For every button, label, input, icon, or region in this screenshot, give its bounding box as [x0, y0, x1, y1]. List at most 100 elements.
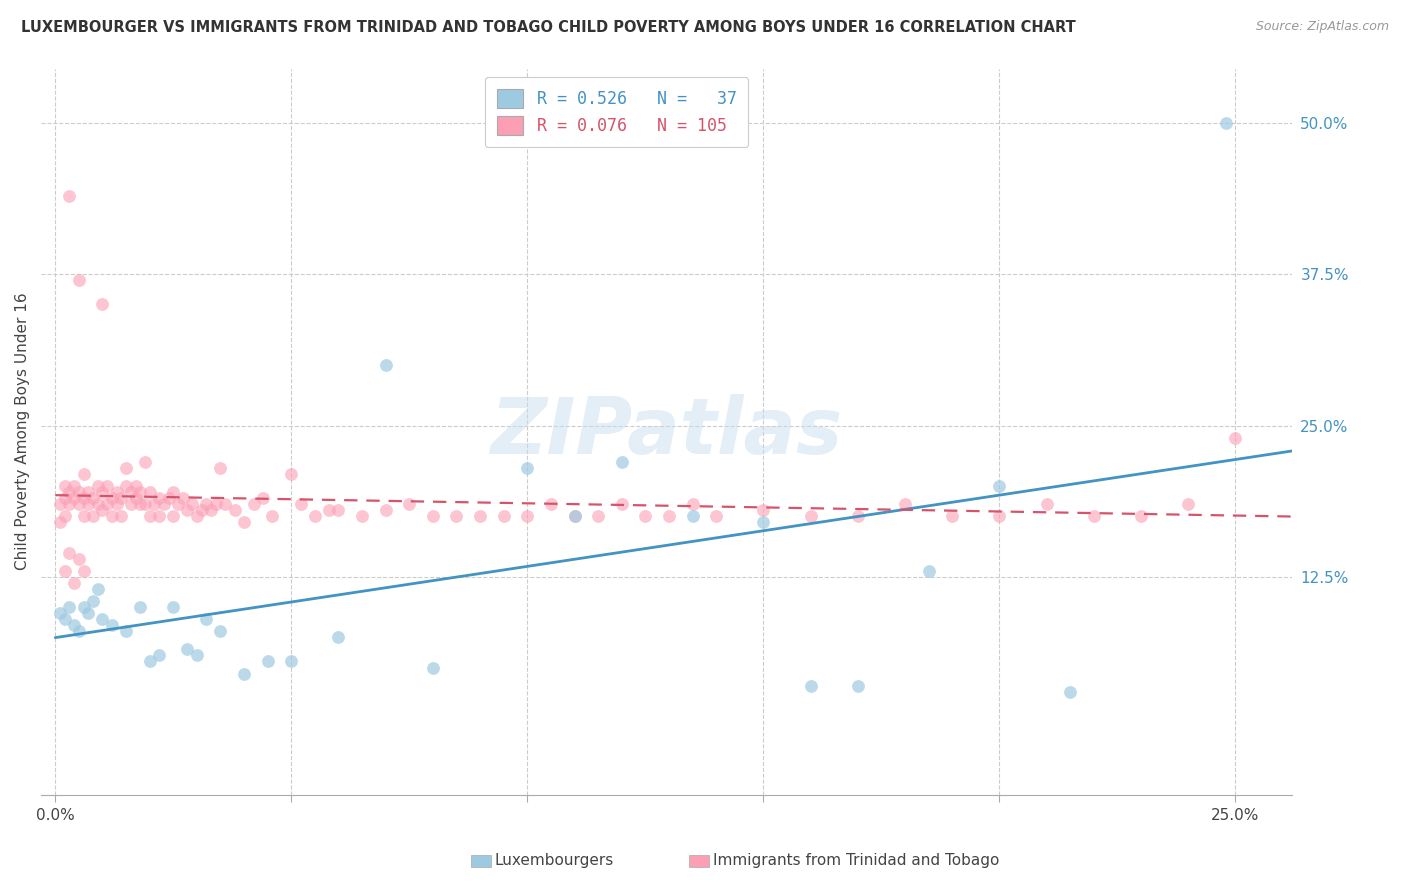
Point: [167, 497, 190, 511]
Text: LUXEMBOURGER VS IMMIGRANTS FROM TRINIDAD AND TOBAGO CHILD POVERTY AMONG BOYS UND: LUXEMBOURGER VS IMMIGRANTS FROM TRINIDAD…: [21, 20, 1076, 35]
Point: [516, 509, 538, 524]
Point: [374, 358, 396, 372]
Point: [53, 564, 76, 578]
Point: [682, 509, 704, 524]
Point: [280, 655, 302, 669]
Point: [82, 509, 104, 524]
Point: [398, 497, 420, 511]
Point: [77, 497, 100, 511]
Point: [63, 479, 86, 493]
Point: [49, 606, 72, 620]
Point: [157, 491, 180, 505]
Point: [129, 497, 152, 511]
Point: [280, 467, 302, 481]
Point: [148, 648, 170, 663]
Point: [1059, 684, 1081, 698]
Text: Source: ZipAtlas.com: Source: ZipAtlas.com: [1256, 20, 1389, 33]
Point: [610, 497, 633, 511]
Point: [72, 509, 94, 524]
Point: [516, 461, 538, 475]
Point: [87, 497, 110, 511]
Point: [752, 503, 775, 517]
Point: [101, 491, 124, 505]
Point: [233, 666, 256, 681]
Point: [67, 624, 90, 639]
Point: [67, 551, 90, 566]
Point: [120, 497, 142, 511]
Point: [422, 660, 444, 674]
Point: [105, 497, 128, 511]
Point: [162, 485, 184, 500]
Point: [96, 497, 118, 511]
Point: [77, 606, 100, 620]
Point: [1225, 431, 1247, 445]
Point: [172, 491, 194, 505]
Point: [204, 497, 226, 511]
Point: [752, 516, 775, 530]
Point: [186, 648, 208, 663]
Point: [91, 297, 114, 311]
Text: Immigrants from Trinidad and Tobago: Immigrants from Trinidad and Tobago: [713, 854, 1000, 868]
Point: [58, 485, 80, 500]
Point: [134, 455, 156, 469]
Point: [1177, 497, 1199, 511]
Point: [115, 624, 138, 639]
Point: [988, 479, 1011, 493]
Point: [87, 582, 110, 596]
Point: [374, 503, 396, 517]
Point: [124, 479, 146, 493]
Point: [53, 479, 76, 493]
Point: [153, 497, 176, 511]
Point: [209, 624, 232, 639]
Y-axis label: Child Poverty Among Boys Under 16: Child Poverty Among Boys Under 16: [15, 293, 30, 570]
Point: [138, 509, 160, 524]
Point: [120, 485, 142, 500]
Point: [256, 655, 278, 669]
Point: [105, 485, 128, 500]
Point: [72, 467, 94, 481]
Point: [252, 491, 274, 505]
Text: Luxembourgers: Luxembourgers: [495, 854, 614, 868]
Point: [101, 509, 124, 524]
Point: [91, 612, 114, 626]
Point: [242, 497, 264, 511]
Point: [564, 509, 586, 524]
Point: [610, 455, 633, 469]
Point: [129, 600, 152, 615]
Point: [124, 491, 146, 505]
Point: [58, 545, 80, 559]
Point: [422, 509, 444, 524]
Point: [129, 485, 152, 500]
Point: [96, 479, 118, 493]
Point: [233, 516, 256, 530]
Point: [799, 509, 821, 524]
Point: [564, 509, 586, 524]
Point: [72, 600, 94, 615]
Point: [110, 491, 132, 505]
Point: [328, 503, 350, 517]
Point: [181, 497, 204, 511]
Text: ZIPatlas: ZIPatlas: [491, 393, 842, 469]
Point: [328, 630, 350, 644]
Point: [1035, 497, 1057, 511]
Point: [799, 679, 821, 693]
Point: [917, 564, 939, 578]
Point: [634, 509, 657, 524]
Point: [195, 612, 218, 626]
Point: [540, 497, 562, 511]
Point: [58, 188, 80, 202]
Point: [492, 509, 515, 524]
Point: [148, 491, 170, 505]
Point: [138, 655, 160, 669]
Point: [352, 509, 374, 524]
Point: [290, 497, 312, 511]
Point: [190, 503, 212, 517]
Point: [82, 594, 104, 608]
Point: [195, 497, 218, 511]
Point: [224, 503, 246, 517]
Point: [200, 503, 222, 517]
Point: [162, 600, 184, 615]
Point: [162, 509, 184, 524]
Point: [318, 503, 340, 517]
Point: [214, 497, 236, 511]
